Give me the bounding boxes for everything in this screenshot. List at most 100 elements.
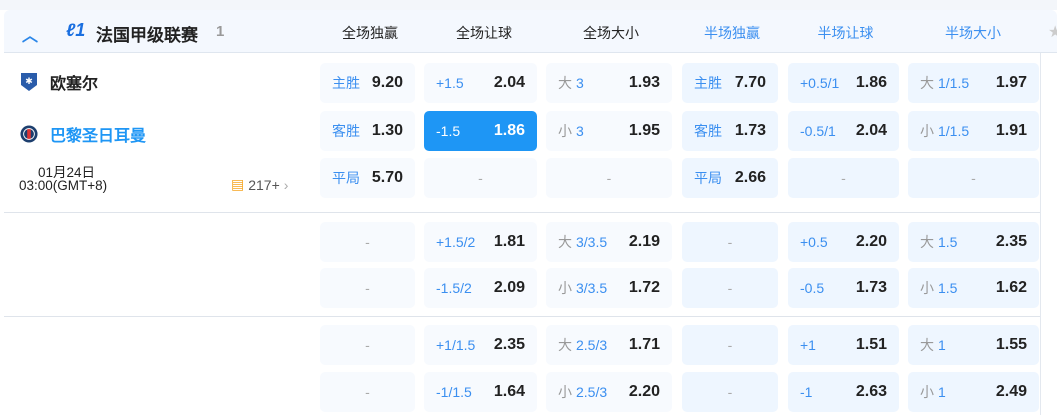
- odds-label: 2.5/3: [576, 384, 608, 400]
- more-markets-link[interactable]: ▤ 217+ ›: [231, 176, 288, 193]
- col-header-ft-ou: 全场大小: [583, 25, 639, 41]
- col-header-ht-ou: 半场大小: [945, 25, 1001, 41]
- ligue1-logo-icon: ℓ1: [66, 20, 86, 40]
- odds-value: 2.20: [855, 233, 887, 250]
- odds-cell[interactable]: 小 2.5/3 2.20: [546, 372, 672, 412]
- odds-cell[interactable]: 小 1.5 1.62: [908, 268, 1039, 308]
- odds-value: 5.70: [371, 169, 403, 186]
- odds-cell[interactable]: -1.5 1.86: [424, 111, 537, 151]
- odds-value: 2.49: [995, 383, 1027, 400]
- odds-label: +1: [800, 337, 816, 353]
- odds-value: 2.66: [734, 169, 766, 186]
- odds-cell[interactable]: 主胜 9.20: [320, 63, 415, 103]
- odds-cell[interactable]: 大 3/3.5 2.19: [546, 222, 672, 262]
- odds-cell[interactable]: 大 3 1.93: [546, 63, 672, 103]
- ou-prefix: 小: [920, 123, 934, 139]
- odds-cell[interactable]: 小 1/1.5 1.91: [908, 111, 1039, 151]
- favorite-star-icon[interactable]: ★: [1048, 24, 1057, 41]
- top-strip: [0, 0, 1057, 10]
- odds-label: +0.5: [800, 234, 828, 250]
- odds-cell[interactable]: -1/1.5 1.64: [424, 372, 537, 412]
- odds-label: 客胜: [332, 123, 360, 139]
- odds-cell[interactable]: 大 1.5 2.35: [908, 222, 1039, 262]
- odds-cell[interactable]: 客胜 1.30: [320, 111, 415, 151]
- empty-odds: -: [365, 384, 370, 400]
- away-team[interactable]: 巴黎圣日耳曼: [20, 122, 146, 146]
- ou-prefix: 小: [558, 280, 572, 296]
- odds-cell[interactable]: 大 1/1.5 1.97: [908, 63, 1039, 103]
- odds-cell[interactable]: 平局 5.70: [320, 158, 415, 198]
- odds-cell[interactable]: +0.5/1 1.86: [788, 63, 899, 103]
- odds-label: +1.5: [436, 75, 464, 91]
- odds-label: 3/3.5: [576, 234, 608, 250]
- odds-cell[interactable]: -1.5/2 2.09: [424, 268, 537, 308]
- odds-cell[interactable]: +0.5 2.20: [788, 222, 899, 262]
- col-header-ft-handicap: 全场让球: [456, 25, 512, 41]
- home-team[interactable]: ✱ 欧塞尔: [20, 70, 98, 94]
- odds-value: 1.93: [628, 74, 660, 91]
- empty-odds: -: [606, 170, 612, 186]
- odds-cell[interactable]: +1.5 2.04: [424, 63, 537, 103]
- odds-label: -1/1.5: [436, 384, 472, 400]
- odds-cell: -: [682, 222, 778, 262]
- odds-value: 1.30: [371, 122, 403, 139]
- collapse-chevron-icon[interactable]: ︿: [22, 28, 39, 45]
- league-name: 法国甲级联赛: [96, 26, 198, 45]
- odds-value: 1.95: [628, 122, 660, 139]
- col-header-ht-handicap: 半场让球: [817, 25, 874, 41]
- empty-odds: -: [727, 384, 733, 400]
- odds-cell[interactable]: +1 1.51: [788, 325, 899, 365]
- odds-cell[interactable]: +1/1.5 2.35: [424, 325, 537, 365]
- odds-cell: -: [682, 325, 778, 365]
- odds-label: 3/3.5: [576, 280, 608, 296]
- odds-label: -0.5: [800, 280, 825, 296]
- ou-prefix: 大: [920, 234, 934, 250]
- markets-icon: ▤: [231, 176, 245, 192]
- odds-cell: -: [546, 158, 672, 198]
- odds-cell[interactable]: 主胜 7.70: [682, 63, 778, 103]
- odds-value: 1.72: [628, 279, 660, 296]
- odds-cell[interactable]: -1 2.63: [788, 372, 899, 412]
- odds-cell[interactable]: +1.5/2 1.81: [424, 222, 537, 262]
- match-date: 01月24日: [38, 165, 96, 180]
- odds-label: 主胜: [694, 75, 722, 91]
- odds-label: 3: [576, 75, 584, 91]
- odds-cell[interactable]: 大 1 1.55: [908, 325, 1039, 365]
- svg-text:✱: ✱: [25, 76, 33, 86]
- ou-prefix: 大: [920, 75, 934, 91]
- empty-odds: -: [727, 280, 733, 296]
- odds-cell[interactable]: 客胜 1.73: [682, 111, 778, 151]
- odds-label: -1.5/2: [436, 280, 472, 296]
- odds-label: 1.5: [938, 234, 958, 250]
- odds-label: +1.5/2: [436, 234, 476, 250]
- odds-label: 平局: [332, 170, 360, 186]
- odds-value: 2.63: [855, 383, 887, 400]
- odds-label: +1/1.5: [436, 337, 476, 353]
- empty-odds: -: [727, 337, 733, 353]
- odds-label: +0.5/1: [800, 75, 840, 91]
- odds-cell[interactable]: -0.5 1.73: [788, 268, 899, 308]
- odds-cell[interactable]: 平局 2.66: [682, 158, 778, 198]
- odds-cell: -: [908, 158, 1039, 198]
- odds-cell[interactable]: 大 2.5/3 1.71: [546, 325, 672, 365]
- league-match-count: 1: [216, 23, 225, 40]
- empty-odds: -: [478, 170, 483, 186]
- right-panel-edge: [1040, 53, 1057, 415]
- empty-odds: -: [971, 170, 976, 186]
- odds-value: 1.73: [734, 122, 766, 139]
- odds-cell: -: [320, 372, 415, 412]
- odds-value: 1.55: [995, 336, 1027, 353]
- ou-prefix: 小: [920, 384, 934, 400]
- group-divider: [4, 212, 1040, 213]
- odds-value: 1.97: [995, 74, 1027, 91]
- odds-cell[interactable]: 小 3 1.95: [546, 111, 672, 151]
- odds-cell: -: [682, 268, 778, 308]
- odds-label: 1/1.5: [938, 75, 970, 91]
- more-markets-count: 217+: [248, 176, 280, 193]
- odds-label: 3: [576, 123, 584, 139]
- ou-prefix: 大: [920, 337, 934, 353]
- odds-cell[interactable]: -0.5/1 2.04: [788, 111, 899, 151]
- odds-cell[interactable]: 小 1 2.49: [908, 372, 1039, 412]
- odds-cell[interactable]: 小 3/3.5 1.72: [546, 268, 672, 308]
- odds-value: 1.73: [855, 279, 887, 296]
